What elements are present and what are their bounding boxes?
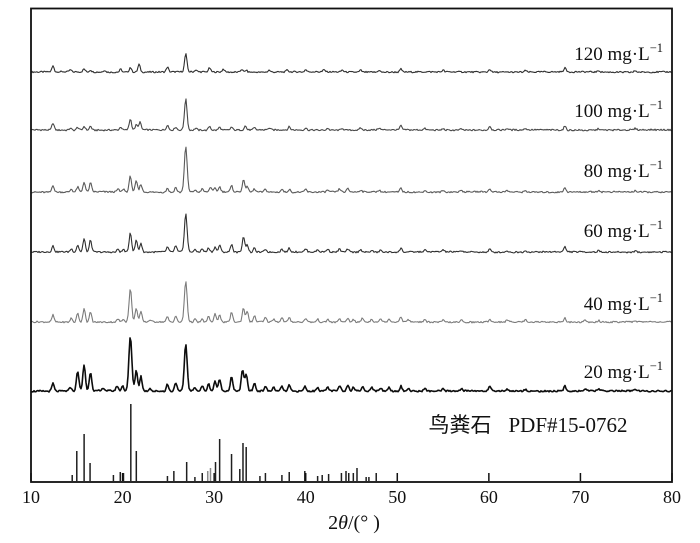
x-axis-title-theta: θ xyxy=(338,512,348,534)
x-axis-title-pre: 2 xyxy=(328,512,339,534)
x-axis-ticks xyxy=(30,473,673,481)
series-label-exponent: −1 xyxy=(649,358,663,373)
x-tick-label-10: 10 xyxy=(22,487,40,507)
series-label-20mg: 20 mg·L−1 xyxy=(583,358,663,386)
x-tick-label-80: 80 xyxy=(663,487,681,507)
series-label-unit: mg·L xyxy=(607,44,650,65)
reference-stick-pattern xyxy=(71,404,377,481)
series-label-unit: mg·L xyxy=(607,101,650,122)
series-label-value: 80 xyxy=(583,161,603,182)
xrd-trace-20mg xyxy=(30,337,673,393)
series-label-value: 20 xyxy=(583,362,603,383)
series-label-value: 120 xyxy=(574,44,603,65)
series-label-exponent: −1 xyxy=(649,157,663,172)
xrd-traces xyxy=(30,53,673,393)
series-label-value: 40 xyxy=(583,294,603,315)
series-label-80mg: 80 mg·L−1 xyxy=(583,157,663,185)
series-label-value: 100 xyxy=(574,101,603,122)
x-tick-label-30: 30 xyxy=(205,487,224,507)
xrd-trace-120mg xyxy=(30,53,673,74)
plot-border xyxy=(30,7,673,483)
x-tick-label-50: 50 xyxy=(388,487,407,507)
series-label-40mg: 40 mg·L−1 xyxy=(583,290,663,318)
series-label-60mg: 60 mg·L−1 xyxy=(583,217,663,245)
x-tick-label-20: 20 xyxy=(113,487,132,507)
series-label-unit: mg·L xyxy=(607,161,650,182)
series-label-100mg: 100 mg·L−1 xyxy=(574,97,663,125)
xrd-trace-100mg xyxy=(30,98,673,132)
series-label-exponent: −1 xyxy=(649,40,663,55)
x-tick-label-60: 60 xyxy=(479,487,498,507)
x-tick-label-70: 70 xyxy=(571,487,590,507)
reference-pdf-number: PDF#15-0762 xyxy=(508,413,628,437)
series-label-unit: mg·L xyxy=(607,362,650,383)
reference-mineral-name: 鸟粪石 xyxy=(428,413,492,437)
x-axis-title: 2θ/(° ) xyxy=(328,511,380,535)
x-tick-label-40: 40 xyxy=(296,487,315,507)
reference-pattern-label: 鸟粪石 PDF#15-0762 xyxy=(428,413,627,437)
xrd-trace-60mg xyxy=(30,213,673,254)
series-label-unit: mg·L xyxy=(607,221,650,242)
series-label-exponent: −1 xyxy=(649,97,663,112)
x-axis-title-post: /(° ) xyxy=(347,512,380,534)
series-label-exponent: −1 xyxy=(649,217,663,232)
series-label-value: 60 xyxy=(583,221,603,242)
series-label-120mg: 120 mg·L−1 xyxy=(574,40,663,68)
xrd-trace-40mg xyxy=(30,281,673,324)
xrd-trace-80mg xyxy=(30,146,673,194)
series-label-exponent: −1 xyxy=(649,290,663,305)
series-label-unit: mg·L xyxy=(607,294,650,315)
